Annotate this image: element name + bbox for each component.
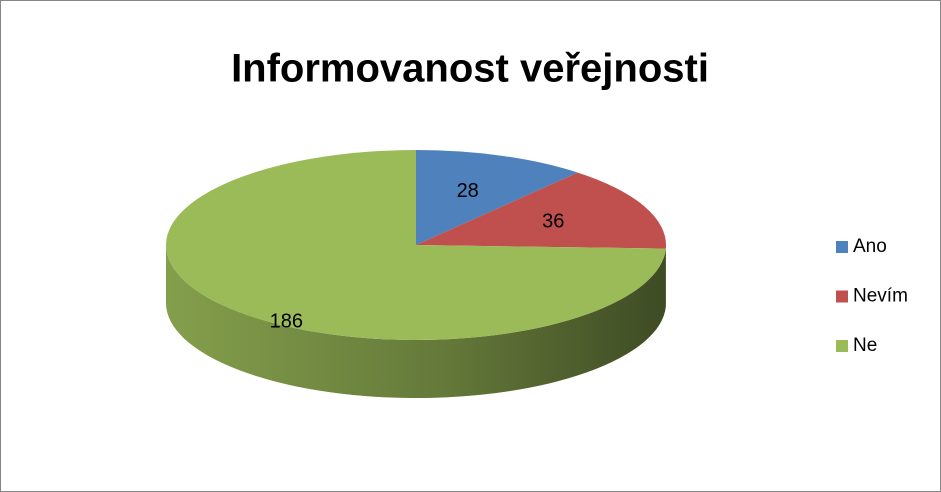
slice [166, 150, 666, 341]
data-label: 186 [270, 311, 303, 333]
legend-label: Ano [853, 236, 887, 257]
legend-swatch [836, 340, 848, 352]
chart-title: Informovanost veřejnosti [231, 47, 709, 91]
legend-label: Ne [853, 335, 877, 356]
data-label: 36 [542, 210, 564, 232]
slice [416, 172, 666, 249]
legend-swatch [836, 290, 848, 303]
slice-side-shade [165, 245, 666, 399]
legend-swatch [836, 241, 848, 253]
legend-label: Nevím [853, 286, 908, 307]
data-label: 28 [457, 180, 479, 202]
slice [416, 150, 578, 245]
